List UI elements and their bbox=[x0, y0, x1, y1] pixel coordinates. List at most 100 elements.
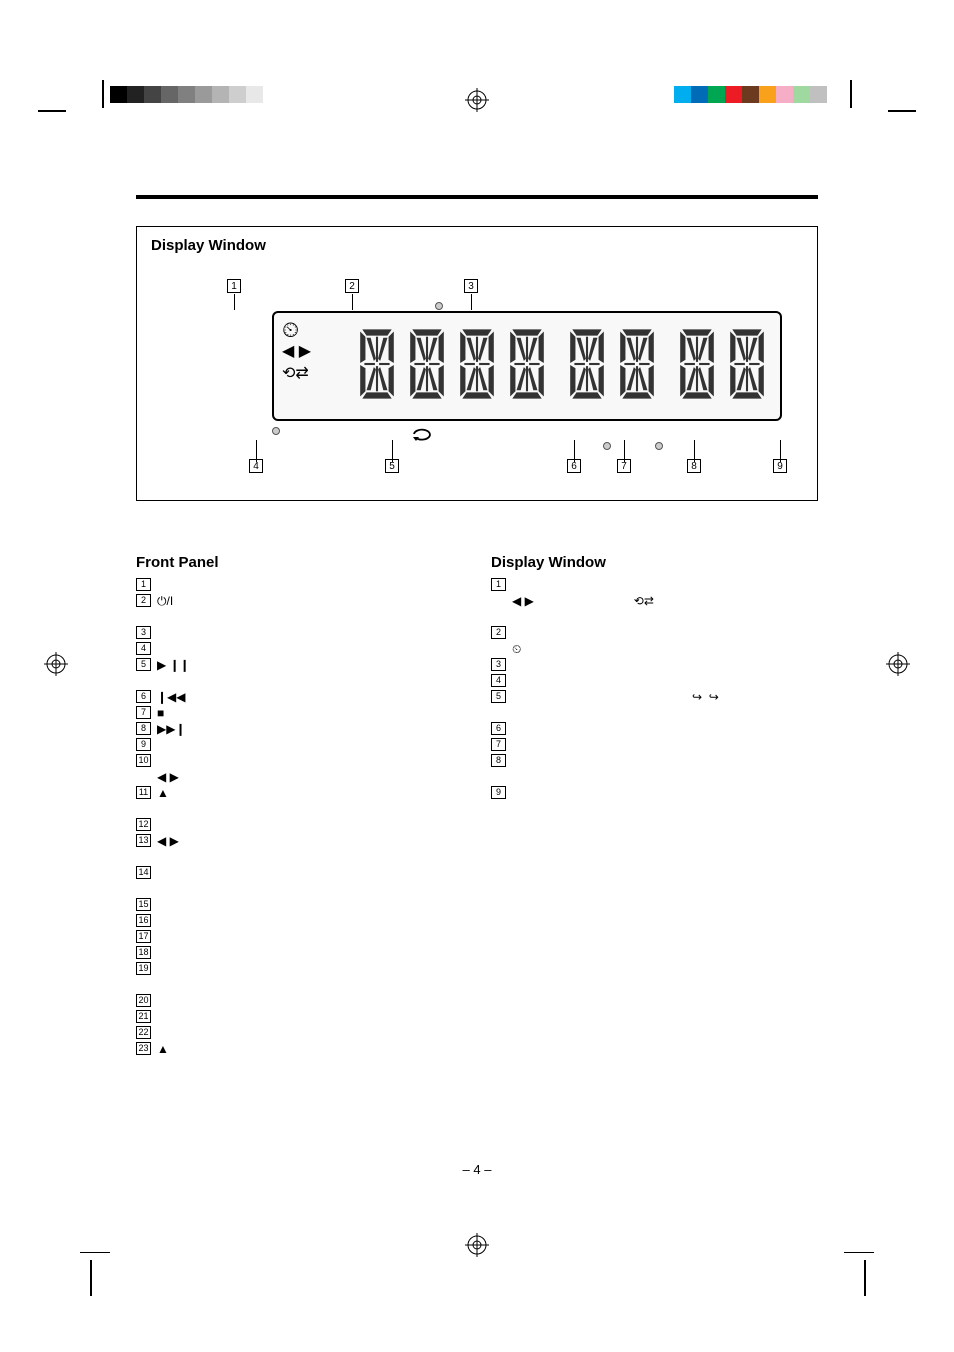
list-item: 2⏻/I bbox=[136, 593, 463, 609]
item-number: 3 bbox=[491, 658, 506, 671]
segment-digit bbox=[506, 324, 548, 409]
color-swatch bbox=[674, 86, 691, 103]
callout-dot bbox=[603, 442, 611, 450]
item-glyph: ❙◀◀ bbox=[157, 689, 186, 705]
list-item bbox=[136, 977, 463, 993]
item-number: 1 bbox=[491, 578, 506, 591]
item-glyph: ▶▶❙ bbox=[157, 721, 186, 737]
registration-crosshair-right bbox=[886, 652, 910, 676]
registration-crosshair-left bbox=[44, 652, 68, 676]
item-number: 4 bbox=[491, 674, 506, 687]
gray-swatch bbox=[246, 86, 263, 103]
gray-swatch bbox=[161, 86, 178, 103]
gray-swatch bbox=[263, 86, 280, 103]
list-item bbox=[491, 705, 818, 721]
item-number: 6 bbox=[136, 690, 151, 703]
item-number: 17 bbox=[136, 930, 151, 943]
list-item: 5 ▶ ❙❙ bbox=[136, 657, 463, 673]
item-number: 21 bbox=[136, 1010, 151, 1023]
item-number: 1 bbox=[136, 578, 151, 591]
list-item bbox=[491, 769, 818, 785]
list-item: 4 bbox=[136, 641, 463, 657]
description-columns: Front Panel 12⏻/I345▶ ❙❙6❙◀◀7■8▶▶❙910◀ ▶… bbox=[136, 554, 818, 1057]
callout-number: 3 bbox=[464, 279, 478, 293]
timer-icon: ⏲ bbox=[282, 320, 299, 340]
item-number: 9 bbox=[491, 786, 506, 799]
page-number: – 4 – bbox=[0, 1162, 954, 1177]
item-number: 2 bbox=[491, 626, 506, 639]
list-item: 3 bbox=[136, 625, 463, 641]
segment-digit bbox=[566, 324, 608, 409]
list-item: 12 bbox=[136, 817, 463, 833]
item-glyph: ◀ ▶ bbox=[157, 833, 179, 849]
callout-number: 2 bbox=[345, 279, 359, 293]
segment-display bbox=[356, 323, 768, 409]
list-item bbox=[136, 673, 463, 689]
list-item: 9 bbox=[491, 785, 818, 801]
callouts-top: 1 2 3 bbox=[137, 279, 817, 297]
callouts-bottom: 456789 bbox=[137, 459, 817, 477]
list-item: 13 ◀ ▶ bbox=[136, 833, 463, 849]
list-item: 3 bbox=[491, 657, 818, 673]
segment-digit bbox=[406, 324, 448, 409]
list-item: ◀ ▶ ⟲⇄ bbox=[491, 593, 818, 609]
item-glyph: ⏲ bbox=[512, 641, 530, 657]
item-number: 7 bbox=[136, 706, 151, 719]
list-item: 5 ↪ ↪ bbox=[491, 689, 818, 705]
item-number: 8 bbox=[136, 722, 151, 735]
item-number: 10 bbox=[136, 754, 151, 767]
display-window-title: Display Window bbox=[491, 554, 818, 571]
list-item: 10 bbox=[136, 753, 463, 769]
segment-digit bbox=[676, 324, 718, 409]
gray-swatch bbox=[127, 86, 144, 103]
front-panel-title: Front Panel bbox=[136, 554, 463, 571]
list-item: 15 bbox=[136, 897, 463, 913]
color-swatch bbox=[827, 86, 844, 103]
item-number: 5 bbox=[491, 690, 506, 703]
item-number: 22 bbox=[136, 1026, 151, 1039]
item-number: 4 bbox=[136, 642, 151, 655]
callout-number: 1 bbox=[227, 279, 241, 293]
front-panel-list: 12⏻/I345▶ ❙❙6❙◀◀7■8▶▶❙910◀ ▶11▲1213◀ ▶14… bbox=[136, 577, 463, 1057]
list-item: 22 bbox=[136, 1025, 463, 1041]
item-glyph: ◀ ▶ bbox=[157, 769, 179, 785]
list-item bbox=[136, 881, 463, 897]
item-number: 8 bbox=[491, 754, 506, 767]
list-item: 8 ▶▶❙ bbox=[136, 721, 463, 737]
gray-swatch bbox=[178, 86, 195, 103]
list-item: 2 bbox=[491, 625, 818, 641]
random-icon: ⟲⇄ bbox=[282, 364, 309, 384]
list-item: 18 bbox=[136, 945, 463, 961]
item-number: 18 bbox=[136, 946, 151, 959]
item-number: 5 bbox=[136, 658, 151, 671]
gray-swatch bbox=[229, 86, 246, 103]
item-number: 9 bbox=[136, 738, 151, 751]
item-number: 3 bbox=[136, 626, 151, 639]
display-window-diagram: Display Window 1 2 3 ⏲ ◀ ▶ ⟲⇄ bbox=[136, 226, 818, 501]
item-number: 6 bbox=[491, 722, 506, 735]
list-item: 16 bbox=[136, 913, 463, 929]
registration-crosshair-top bbox=[465, 88, 489, 112]
gray-swatch bbox=[144, 86, 161, 103]
gray-swatch bbox=[212, 86, 229, 103]
item-number: 13 bbox=[136, 834, 151, 847]
list-item: 14 bbox=[136, 865, 463, 881]
segment-digit bbox=[356, 324, 398, 409]
display-window-column: Display Window 1 ◀ ▶ ⟲⇄ 2 ⏲ 3 4 5 ↪ ↪ 6 78 9 bbox=[491, 554, 818, 1057]
display-bezel: ⏲ ◀ ▶ ⟲⇄ bbox=[272, 311, 782, 421]
list-item: 7 bbox=[491, 737, 818, 753]
item-glyph: ⏻/I bbox=[157, 593, 175, 609]
segment-digit bbox=[726, 324, 768, 409]
display-window-list: 1 ◀ ▶ ⟲⇄ 2 ⏲ 3 4 5 ↪ ↪ 6 78 9 bbox=[491, 577, 818, 801]
list-item: 9 bbox=[136, 737, 463, 753]
item-glyph: ▶ ❙❙ bbox=[157, 657, 190, 673]
gray-swatch bbox=[110, 86, 127, 103]
diagram-title: Display Window bbox=[151, 237, 266, 254]
list-item: 7■ bbox=[136, 705, 463, 721]
color-swatch bbox=[725, 86, 742, 103]
segment-digit bbox=[616, 324, 658, 409]
color-swatch bbox=[742, 86, 759, 103]
segment-digit bbox=[456, 324, 498, 409]
list-item bbox=[136, 801, 463, 817]
item-number: 14 bbox=[136, 866, 151, 879]
